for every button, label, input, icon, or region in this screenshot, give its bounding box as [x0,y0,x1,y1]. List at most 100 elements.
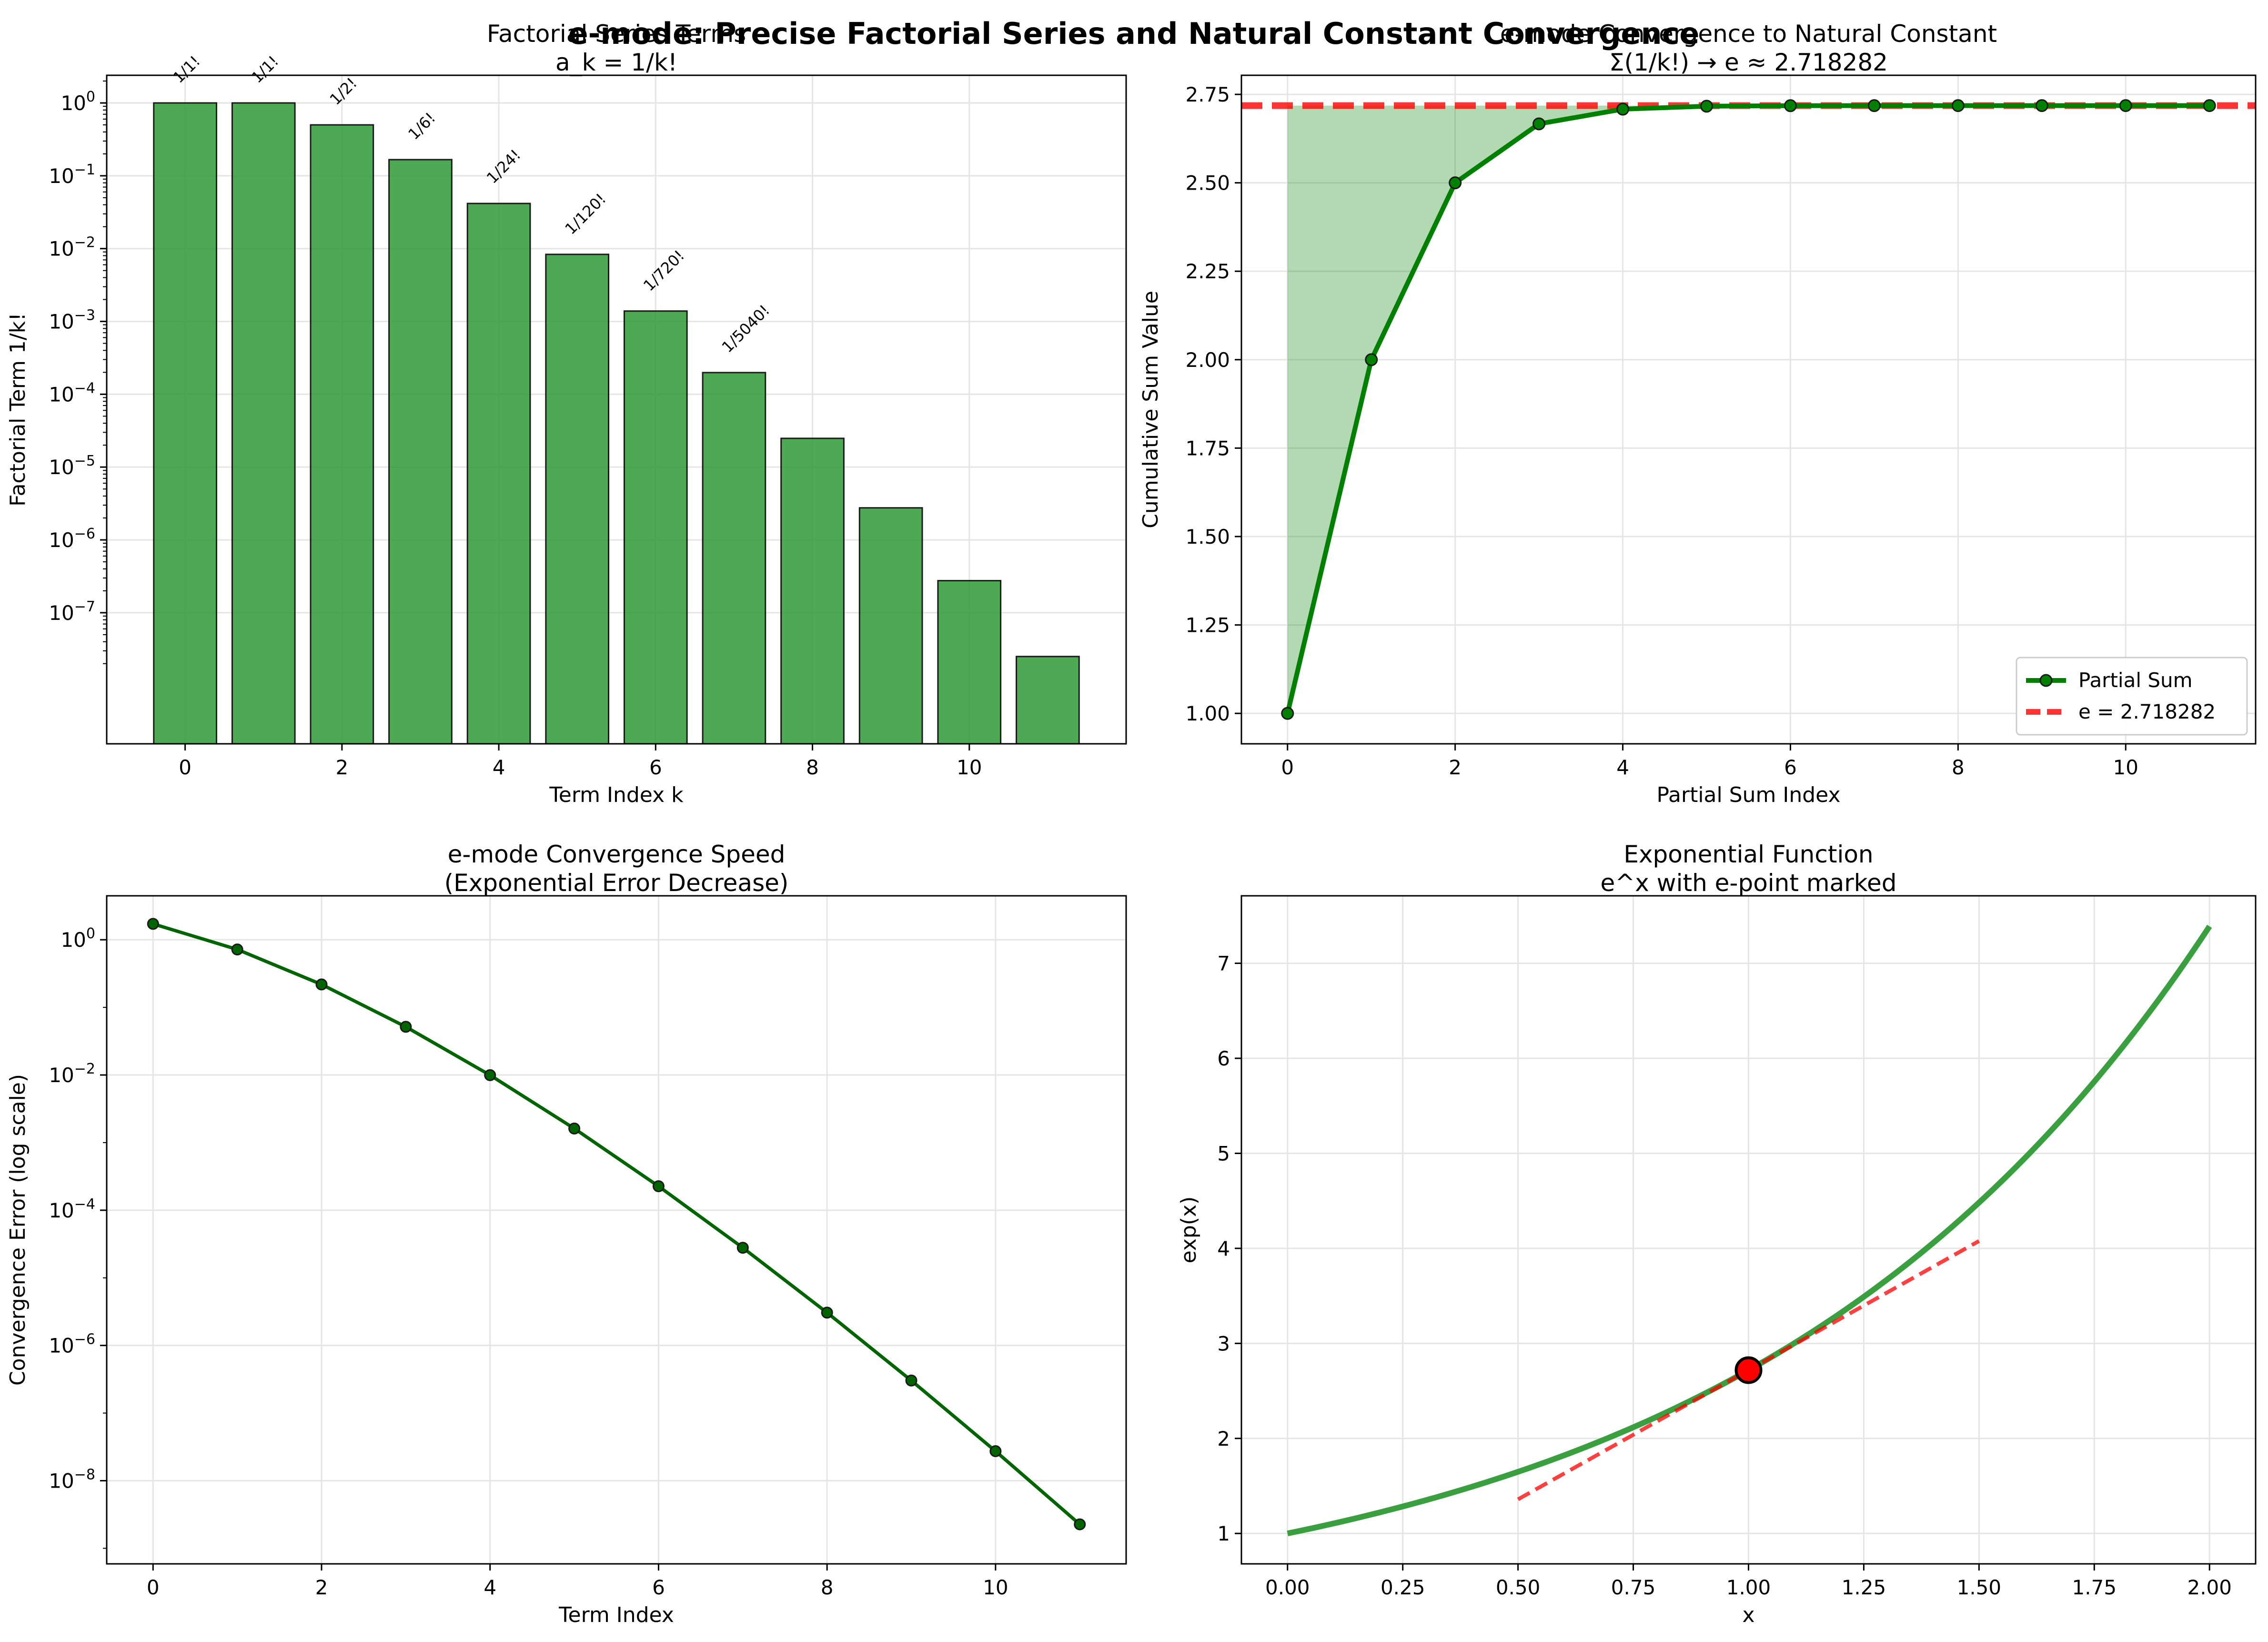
bar [780,437,845,745]
x-tick-label: 1.50 [1957,1576,2002,1599]
y-tick-label: 10−2 [49,1061,95,1087]
x-tick-label: 4 [484,1576,496,1599]
bar [937,580,1002,745]
y-tick-label: 10−6 [49,526,95,552]
bar [858,507,923,745]
x-tick-label: 10 [957,756,982,779]
y-tick-label: 100 [60,89,95,115]
x-tick-label: 1.75 [2072,1576,2117,1599]
e-point-marker [1734,1356,1763,1384]
bar [388,159,453,745]
y-axis-label: Convergence Error (log scale) [6,1074,30,1386]
partial-sum-point [2035,99,2048,112]
x-tick-label: 0.00 [1265,1576,1310,1599]
y-tick-label: 2.25 [1185,260,1230,283]
chart-title: Exponential Function [1623,841,1873,868]
error-point [147,918,159,930]
x-tick-label: 4 [493,756,505,779]
y-tick-label: 3 [1217,1332,1230,1355]
x-tick-label: 0.50 [1496,1576,1541,1599]
x-tick-label: 0.25 [1381,1576,1425,1599]
y-tick-label: 1 [1217,1522,1230,1545]
y-axis-label: Cumulative Sum Value [1139,291,1163,528]
partial-sum-point [2119,99,2132,112]
y-tick-label: 2 [1217,1427,1230,1450]
partial-sum-point [2203,99,2216,112]
x-tick-label: 8 [821,1576,834,1599]
convergence-error-chart: 0 2 4 6 8 10 100 10−2 10−4 10−6 10−8 e-mode Converg… [6,841,1127,1627]
y-tick-label: 2.75 [1185,83,1230,106]
partial-sum-line [1285,103,2210,714]
x-tick-label: 0 [1281,756,1294,779]
error-line [152,922,1081,1526]
bar [153,102,217,745]
y-tick-label: 10−1 [49,162,95,188]
partial-sum-point [1700,100,1714,113]
x-tick-label: 0 [179,756,192,779]
error-point [400,1021,412,1033]
x-tick-label: 2 [335,756,348,779]
y-tick-label: 1.75 [1185,436,1230,460]
x-tick-label: 8 [806,756,819,779]
partial-sum-point [1449,176,1462,190]
x-axis-label: Term Index k [549,783,684,807]
error-point [231,943,243,956]
x-tick-label: 8 [1952,756,1965,779]
x-tick-label: 0 [147,1576,160,1599]
convergence-area [1287,105,2210,714]
y-tick-label: 10−3 [49,307,95,334]
legend-marker-partial-sum [2039,674,2053,687]
exponential-function-chart: 0.00 0.25 0.50 0.75 1.00 1.25 1.50 1.75 2.00 1 2 3 4… [1177,841,2257,1627]
axes-frame [1240,74,2257,745]
bar [466,203,531,745]
bar [231,102,296,745]
bar [1016,656,1080,745]
bar [623,310,688,745]
legend-label-e: e = 2.718282 [2078,700,2216,723]
error-point [905,1374,917,1387]
x-axis-label: Partial Sum Index [1656,783,1840,807]
bar [310,124,374,745]
chart-subtitle: Σ(1/k!) → e ≈ 2.718282 [1609,49,1888,76]
y-tick-label: 5 [1217,1142,1230,1165]
y-tick-label: 10−4 [49,1196,95,1222]
axes-frame [106,895,1127,1565]
error-point [989,1445,1002,1458]
error-point [568,1122,581,1135]
error-point [821,1307,833,1319]
y-axis-label: exp(x) [1177,1196,1201,1264]
y-tick-label: 1.00 [1185,702,1230,725]
y-tick-label: 2.50 [1185,172,1230,195]
y-tick-label: 10−8 [49,1466,95,1492]
x-tick-label: 1.00 [1726,1576,1771,1599]
error-point [484,1069,496,1081]
chart-title: e-mode Convergence to Natural Constant [1500,20,1997,48]
chart-subtitle: e^x with e-point marked [1601,869,1897,897]
y-tick-label: 1.25 [1185,614,1230,637]
partial-sum-point [1365,353,1378,366]
chart-title: Factorial Series Terms [487,20,746,48]
x-tick-label: 6 [649,756,662,779]
error-point [1074,1518,1086,1531]
x-tick-label: 2 [1449,756,1462,779]
factorial-terms-chart: 1/1! 1/1!1/2!1/6!1/24!1/120!1/720!1/5040!… [6,20,1127,807]
error-point [652,1180,665,1193]
y-tick-label: 6 [1217,1047,1230,1070]
bar [545,253,610,745]
y-tick-label: 10−5 [49,453,95,479]
chart-title: e-mode Convergence Speed [448,841,786,868]
x-tick-label: 10 [983,1576,1008,1599]
partial-sum-point [1532,117,1546,131]
x-tick-label: 2.00 [2187,1576,2232,1599]
figure-suptitle: e-mode: Precise Factorial Series and Nat… [568,16,1700,51]
error-point [736,1242,749,1254]
error-point [315,978,328,991]
legend-box [2016,657,2248,736]
bar [702,372,766,745]
x-tick-label: 2 [315,1576,328,1599]
y-tick-label: 10−4 [49,380,95,406]
y-tick-label: 4 [1217,1237,1230,1260]
chart-subtitle: a_k = 1/k! [555,49,677,76]
partial-sum-point [1784,99,1797,112]
